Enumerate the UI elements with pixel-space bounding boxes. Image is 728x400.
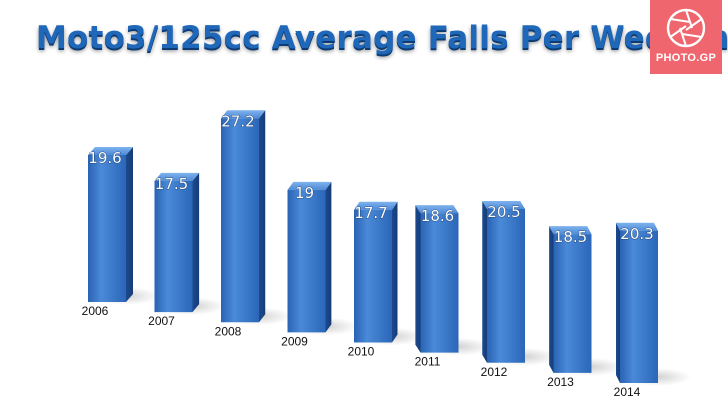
- value-label-2006: 19.6: [88, 149, 121, 167]
- value-label-2009: 19: [295, 184, 314, 202]
- bar-front-face: [487, 209, 525, 363]
- category-label-2011: 2011: [415, 355, 441, 369]
- photo-gp-logo: PHOTO.GP: [650, 0, 722, 74]
- bar-top-face: [287, 181, 332, 190]
- bar-top-face: [221, 110, 266, 119]
- bar-front-face: [354, 209, 392, 343]
- category-labels: 2006 2007 2008 2009 2010 2011 2012 2013 2014: [82, 304, 641, 399]
- aperture-icon: [666, 8, 706, 48]
- bar-side-face: [392, 201, 398, 343]
- category-label-2012: 2012: [481, 365, 508, 379]
- category-label-2006: 2006: [82, 304, 109, 318]
- bar-top-face: [549, 226, 592, 235]
- bar-2009: [287, 181, 332, 333]
- bar-front-face: [287, 189, 326, 333]
- bar-2014: [616, 222, 658, 383]
- bar-2007: [154, 172, 200, 313]
- value-label-2008: 27.2: [221, 112, 254, 130]
- bar-side-face: [259, 110, 266, 323]
- bar-top-face: [154, 172, 200, 181]
- bar-top-face: [616, 222, 658, 231]
- category-label-2010: 2010: [348, 345, 375, 359]
- bar-side-face: [549, 226, 554, 373]
- category-label-2008: 2008: [215, 324, 242, 338]
- bar-front-face: [154, 180, 193, 313]
- bar-front-face: [221, 118, 259, 323]
- bar-2006: [88, 147, 133, 302]
- bar-side-face: [616, 222, 620, 383]
- bars: [88, 110, 658, 383]
- bar-2013: [549, 226, 592, 373]
- bar-side-face: [415, 205, 421, 353]
- bar-front-face: [553, 234, 592, 373]
- category-label-2013: 2013: [547, 375, 574, 389]
- bar-top-face: [415, 205, 459, 214]
- category-label-2007: 2007: [148, 314, 175, 328]
- value-label-2011: 18.6: [421, 207, 454, 225]
- bar-2011: [415, 205, 459, 353]
- logo-text: PHOTO.GP: [655, 52, 717, 64]
- bar-side-face: [126, 147, 133, 302]
- bar-side-face: [482, 201, 487, 363]
- bar-front-face: [420, 213, 459, 353]
- chart-title: Moto3/125cc Average Falls Per Weekend: [36, 20, 728, 56]
- bar-front-face: [620, 230, 658, 383]
- value-label-2013: 18.5: [554, 228, 587, 246]
- value-label-2010: 17.7: [354, 204, 387, 222]
- bar-top-face: [482, 201, 525, 209]
- bar-side-face: [192, 172, 200, 313]
- value-labels: 19.6 17.5 27.2 19 17.7 18.6 20.5 18.5 20.3: [88, 112, 654, 247]
- value-label-2014: 20.3: [620, 225, 653, 243]
- bar-2008: [221, 110, 266, 323]
- value-label-2007: 17.5: [155, 175, 188, 193]
- category-label-2014: 2014: [614, 385, 641, 399]
- bar-2010: [354, 201, 398, 343]
- bar-top-face: [88, 147, 133, 155]
- bar-front-face: [88, 155, 126, 302]
- bar-side-face: [325, 181, 332, 333]
- category-label-2009: 2009: [281, 334, 308, 348]
- bar-top-face: [354, 201, 398, 210]
- value-label-2012: 20.5: [487, 203, 520, 221]
- bar-2012: [482, 201, 525, 363]
